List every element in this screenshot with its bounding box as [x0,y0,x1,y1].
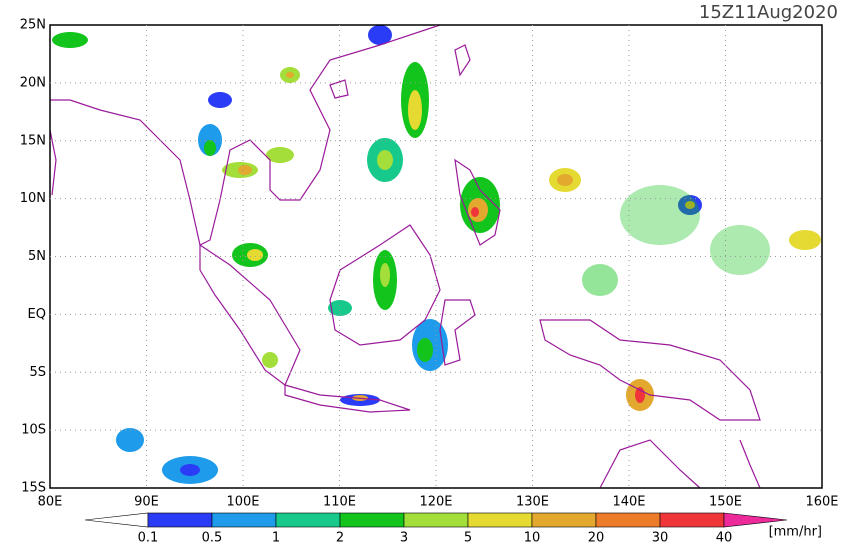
lat-label: EQ [28,307,46,322]
colorbar-segment [531,512,597,528]
colorbar-segment [211,512,277,528]
lat-label: 15S [21,481,46,496]
lon-label: 160E [805,495,838,510]
lat-label: 15N [20,133,46,148]
colorbar-label: 30 [652,531,669,544]
colorbar-label: 10 [524,531,541,544]
colorbar-segment [595,512,661,528]
lon-label: 120E [419,495,452,510]
colorbar-segment [84,512,149,528]
colorbar-segment [467,512,533,528]
colorbar-label: 0.5 [202,531,223,544]
map-title: 15Z11Aug2020 [699,2,838,23]
lon-label: 90E [134,495,159,510]
lon-label: 110E [323,495,356,510]
lat-label: 20N [20,75,46,90]
colorbar-label: 1 [272,531,280,544]
lon-label: 130E [516,495,549,510]
colorbar-segment [659,512,725,528]
colorbar-label: 20 [588,531,605,544]
colorbar-segment [275,512,341,528]
colorbar-label: 40 [716,531,733,544]
lat-label: 5N [28,249,46,264]
lon-label: 80E [38,495,63,510]
colorbar-label: 3 [400,531,408,544]
lat-label: 25N [20,18,46,33]
colorbar-unit: [mm/hr] [769,525,822,540]
lat-label: 10S [21,423,46,438]
lon-label: 140E [612,495,645,510]
lon-label: 150E [709,495,742,510]
lon-label: 100E [226,495,259,510]
colorbar-label: 0.1 [138,531,159,544]
colorbar-segment [403,512,469,528]
colorbar-label: 2 [336,531,344,544]
lat-label: 5S [29,365,46,380]
colorbar-label: 5 [464,531,472,544]
colorbar-segment [147,512,213,528]
colorbar-segment [723,512,788,528]
coastlines [49,24,761,489]
colorbar-segment [339,512,405,528]
lat-label: 10N [20,191,46,206]
precip [52,25,821,484]
